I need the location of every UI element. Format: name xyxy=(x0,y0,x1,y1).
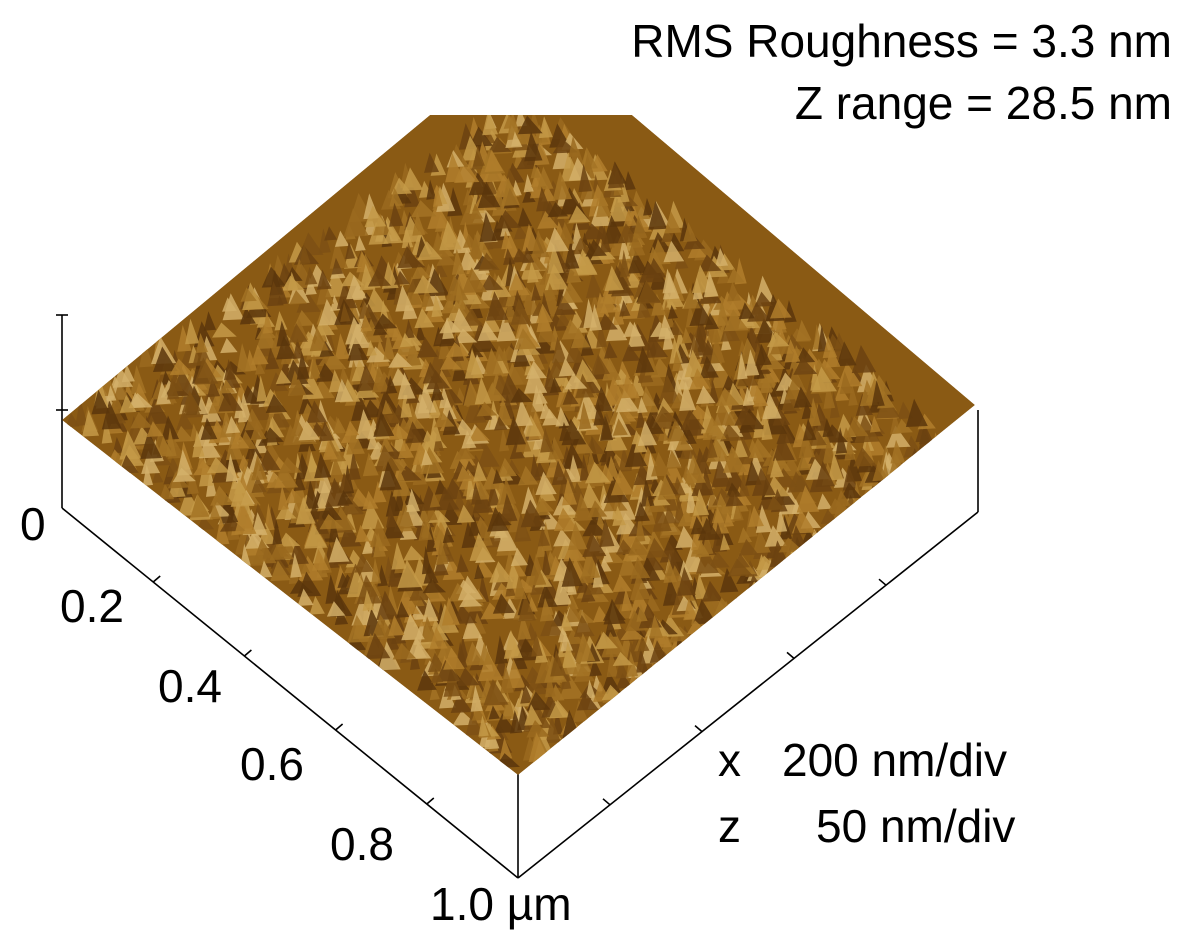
axis-label: 0.2 xyxy=(60,580,124,632)
texture-grain xyxy=(933,464,951,480)
texture-grain xyxy=(789,561,807,579)
texture-grain xyxy=(850,516,867,531)
axis-tick xyxy=(244,650,251,656)
scale-x-value: 200 nm/div xyxy=(782,734,1007,786)
texture-grain xyxy=(784,554,805,581)
texture-grain xyxy=(856,516,868,538)
zrange-annotation: Z range = 28.5 nm xyxy=(795,77,1172,129)
texture-grain xyxy=(935,451,960,469)
afm-figure: RMS Roughness = 3.3 nm Z range = 28.5 nm… xyxy=(0,0,1185,939)
scale-z-axis: z xyxy=(718,800,741,852)
texture-grain xyxy=(925,445,946,459)
texture-grain xyxy=(897,493,910,510)
texture-grain xyxy=(910,457,927,472)
texture-grain xyxy=(936,461,954,483)
axis-tick xyxy=(879,579,886,585)
texture-grain xyxy=(928,444,938,465)
texture-grain xyxy=(835,534,849,557)
axis-label: 0 xyxy=(20,498,46,550)
texture-grain xyxy=(802,547,813,570)
axis-label: 0.4 xyxy=(158,660,222,712)
texture-grain xyxy=(514,95,535,114)
texture-grain xyxy=(847,512,865,532)
axis-label: 1.0 µm xyxy=(430,878,572,930)
texture-grain xyxy=(511,91,531,110)
texture-grain xyxy=(848,513,873,534)
texture-grain xyxy=(894,471,914,493)
texture-grain xyxy=(721,609,739,626)
texture-grain xyxy=(624,686,639,701)
texture-grain xyxy=(758,576,778,590)
texture-grain xyxy=(873,483,891,503)
texture-grain xyxy=(896,471,919,486)
texture-grain xyxy=(782,568,804,587)
axis-tick xyxy=(336,724,343,730)
texture-grain xyxy=(929,439,949,464)
texture-grain xyxy=(936,430,960,457)
axis-label: 0.8 xyxy=(330,818,394,870)
texture-grain xyxy=(750,582,772,605)
texture-grain xyxy=(872,493,884,508)
texture-grain xyxy=(945,439,964,463)
rms-annotation: RMS Roughness = 3.3 nm xyxy=(631,15,1172,67)
texture-grain xyxy=(857,513,878,536)
axis-tick xyxy=(427,798,434,804)
axis-tick xyxy=(695,726,702,732)
axis-label: 0.6 xyxy=(240,738,304,790)
scale-x-axis: x xyxy=(718,734,741,786)
texture-grain xyxy=(901,479,913,502)
texture-grain xyxy=(805,546,824,560)
texture-grain xyxy=(906,487,928,502)
texture-grain xyxy=(662,660,674,675)
texture-grain xyxy=(887,484,897,500)
texture-grain xyxy=(859,508,877,524)
page: RMS Roughness = 3.3 nm Z range = 28.5 nm… xyxy=(0,0,1185,939)
texture-grain xyxy=(797,548,817,576)
scale-z-value: 50 nm/div xyxy=(816,800,1015,852)
axis-tick xyxy=(153,576,160,582)
axis-tick xyxy=(603,799,610,805)
axis-tick xyxy=(787,652,794,658)
texture-grain xyxy=(911,454,924,471)
texture-grain xyxy=(907,477,925,500)
texture-grain xyxy=(868,495,889,517)
texture-grain xyxy=(740,598,751,612)
